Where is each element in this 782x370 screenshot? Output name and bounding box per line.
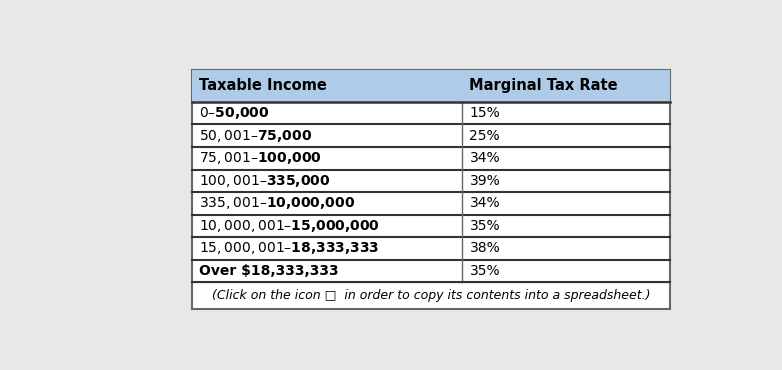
Bar: [192, 70, 670, 102]
Text: $75,001 – $100,000: $75,001 – $100,000: [199, 150, 321, 166]
Text: 34%: 34%: [469, 151, 500, 165]
Text: $50,001 – $75,000: $50,001 – $75,000: [199, 128, 312, 144]
Text: 35%: 35%: [469, 219, 500, 233]
Text: 38%: 38%: [469, 242, 500, 255]
Text: 25%: 25%: [469, 129, 500, 143]
Text: Over $18,333,333: Over $18,333,333: [199, 264, 339, 278]
Text: $100,001 – $335,000: $100,001 – $335,000: [199, 173, 331, 189]
Text: (Click on the icon □  in order to copy its contents into a spreadsheet.): (Click on the icon □ in order to copy it…: [212, 289, 651, 302]
Text: Marginal Tax Rate: Marginal Tax Rate: [469, 78, 618, 94]
Text: $335,001 – $10,000,000: $335,001 – $10,000,000: [199, 195, 355, 211]
Text: Taxable Income: Taxable Income: [199, 78, 327, 94]
Bar: [192, 70, 670, 309]
Text: 15%: 15%: [469, 106, 500, 120]
Text: $0 – $50,000: $0 – $50,000: [199, 105, 270, 121]
Text: 34%: 34%: [469, 196, 500, 211]
Text: $15,000,001 – $18,333,333: $15,000,001 – $18,333,333: [199, 240, 379, 256]
Text: 35%: 35%: [469, 264, 500, 278]
Text: $10,000,001 – $15,000,000: $10,000,001 – $15,000,000: [199, 218, 380, 234]
Text: 39%: 39%: [469, 174, 500, 188]
